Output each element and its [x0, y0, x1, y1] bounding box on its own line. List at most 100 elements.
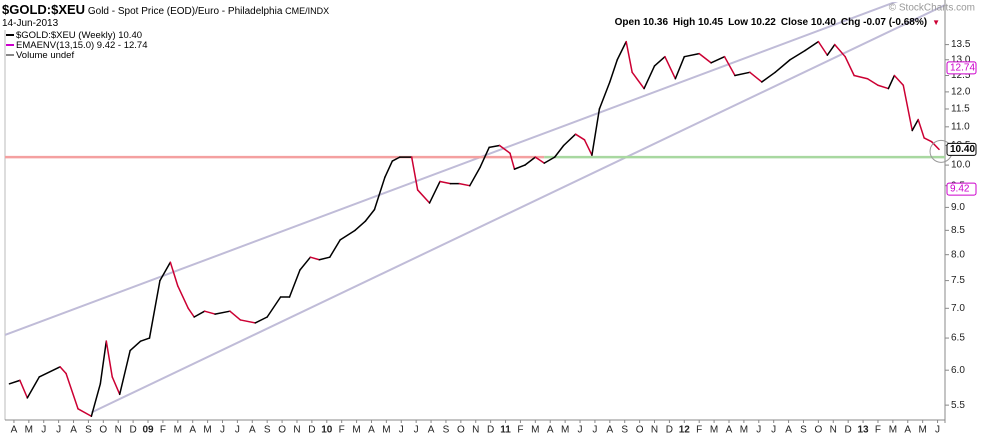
price-segment: [391, 156, 401, 162]
price-segment: [653, 55, 666, 67]
legend-swatch: [6, 34, 14, 37]
symbol: $GOLD:$XEU: [2, 2, 86, 17]
price-segment: [77, 408, 93, 417]
price-marker-label: 12.74: [950, 63, 975, 74]
x-tick-label: A: [368, 425, 375, 436]
price-segment: [664, 55, 677, 80]
price-segment: [893, 74, 905, 87]
y-tick-label: 9.0: [951, 202, 965, 213]
trend-line: [90, 4, 945, 414]
x-tick-label: A: [70, 425, 77, 436]
price-segment: [416, 189, 431, 204]
x-tick-label: M: [382, 425, 390, 436]
price-segment: [193, 310, 206, 318]
x-tick-label: F: [875, 425, 881, 436]
price-segment: [266, 296, 282, 318]
price-segment: [203, 310, 216, 315]
price-segment: [214, 310, 231, 315]
price-segment: [299, 256, 312, 271]
x-tick-label: D: [308, 425, 315, 436]
x-tick-label: O: [99, 425, 107, 436]
stat-value: 10.45: [698, 17, 724, 28]
price-segment: [105, 340, 114, 378]
x-tick-label: J: [56, 425, 61, 436]
price-segment: [625, 40, 633, 74]
x-tick-label: N: [293, 425, 300, 436]
price-segment: [866, 77, 879, 87]
x-tick-label: O: [636, 425, 644, 436]
y-tick-label: 6.0: [951, 365, 965, 376]
price-segment: [169, 261, 179, 287]
price-segment: [458, 182, 471, 187]
x-tick-label: M: [203, 425, 211, 436]
price-segment: [574, 133, 586, 141]
x-tick-label: J: [578, 425, 583, 436]
price-segment: [817, 40, 829, 56]
x-tick-label: 09: [142, 425, 154, 436]
legend-entry: EMAENV(13,15.0) 9.42 - 12.74: [6, 41, 148, 51]
stat: Chg -0.07 (-0.68%): [841, 17, 927, 28]
x-tick-label: D: [666, 425, 673, 436]
price-marker: 10.40: [946, 142, 977, 156]
x-tick-label: O: [457, 425, 465, 436]
x-tick-label: N: [115, 425, 122, 436]
legend-text: Volume undef: [16, 50, 75, 61]
price-segment: [187, 307, 195, 318]
y-tick-label: 5.5: [951, 400, 965, 411]
x-tick-label: J: [771, 425, 776, 436]
x-tick-label: S: [264, 425, 271, 436]
price-segment: [318, 256, 331, 261]
y-tick-label: 8.5: [951, 225, 965, 236]
date: 14-Jun-2013: [2, 18, 59, 29]
price-segment: [19, 379, 29, 399]
price-marker-box: [946, 182, 977, 196]
x-tick-label: O: [814, 425, 822, 436]
x-tick-label: D: [487, 425, 494, 436]
price-segment: [643, 65, 656, 90]
stat-name: High: [673, 17, 696, 28]
price-segment: [288, 269, 301, 298]
x-tick-label: A: [785, 425, 792, 436]
price-segment: [887, 74, 896, 90]
x-tick-label: A: [249, 425, 256, 436]
stat-value: -0.07 (-0.68%): [863, 17, 928, 28]
x-tick-label: M: [561, 425, 569, 436]
price-segment: [118, 349, 131, 396]
price-segment: [710, 55, 726, 64]
stat: Low 10.22: [728, 17, 776, 28]
x-tick-label: J: [592, 425, 597, 436]
x-tick-label: F: [339, 425, 345, 436]
y-tick-label: 13.5: [951, 39, 971, 50]
price-segment: [591, 108, 601, 156]
price-segment: [543, 156, 556, 164]
x-tick-label: A: [904, 425, 911, 436]
x-tick-label: 12: [679, 425, 691, 436]
x-tick-label: J: [756, 425, 761, 436]
x-tick-label: M: [740, 425, 748, 436]
price-segment: [111, 376, 121, 396]
down-triangle: ▼: [932, 18, 940, 27]
price-segment: [923, 137, 933, 143]
price-segment: [749, 71, 763, 83]
x-tick-label: 13: [858, 425, 870, 436]
price-segment: [38, 366, 61, 378]
x-tick-label: N: [472, 425, 479, 436]
price-segment: [439, 180, 452, 185]
x-tick-label: D: [845, 425, 852, 436]
price-segment: [384, 160, 394, 179]
legend-entry: $GOLD:$XEU (Weekly) 10.40: [6, 31, 148, 41]
legend-swatch: [6, 54, 14, 57]
stat: High 10.45: [673, 17, 723, 28]
price-segment: [129, 340, 142, 352]
price-marker: 9.42: [946, 182, 977, 196]
x-tick-label: M: [918, 425, 926, 436]
y-tick-label: 6.5: [951, 333, 965, 344]
legend-entry: Volume undef: [6, 51, 148, 61]
price-segment: [844, 55, 855, 77]
x-tick-label: J: [414, 425, 419, 436]
price-segment: [239, 319, 257, 324]
stat-value: 10.40: [810, 17, 836, 28]
header: $GOLD:$XEU Gold - Spot Price (EOD)/Euro …: [2, 2, 329, 17]
price-segment: [609, 59, 619, 83]
